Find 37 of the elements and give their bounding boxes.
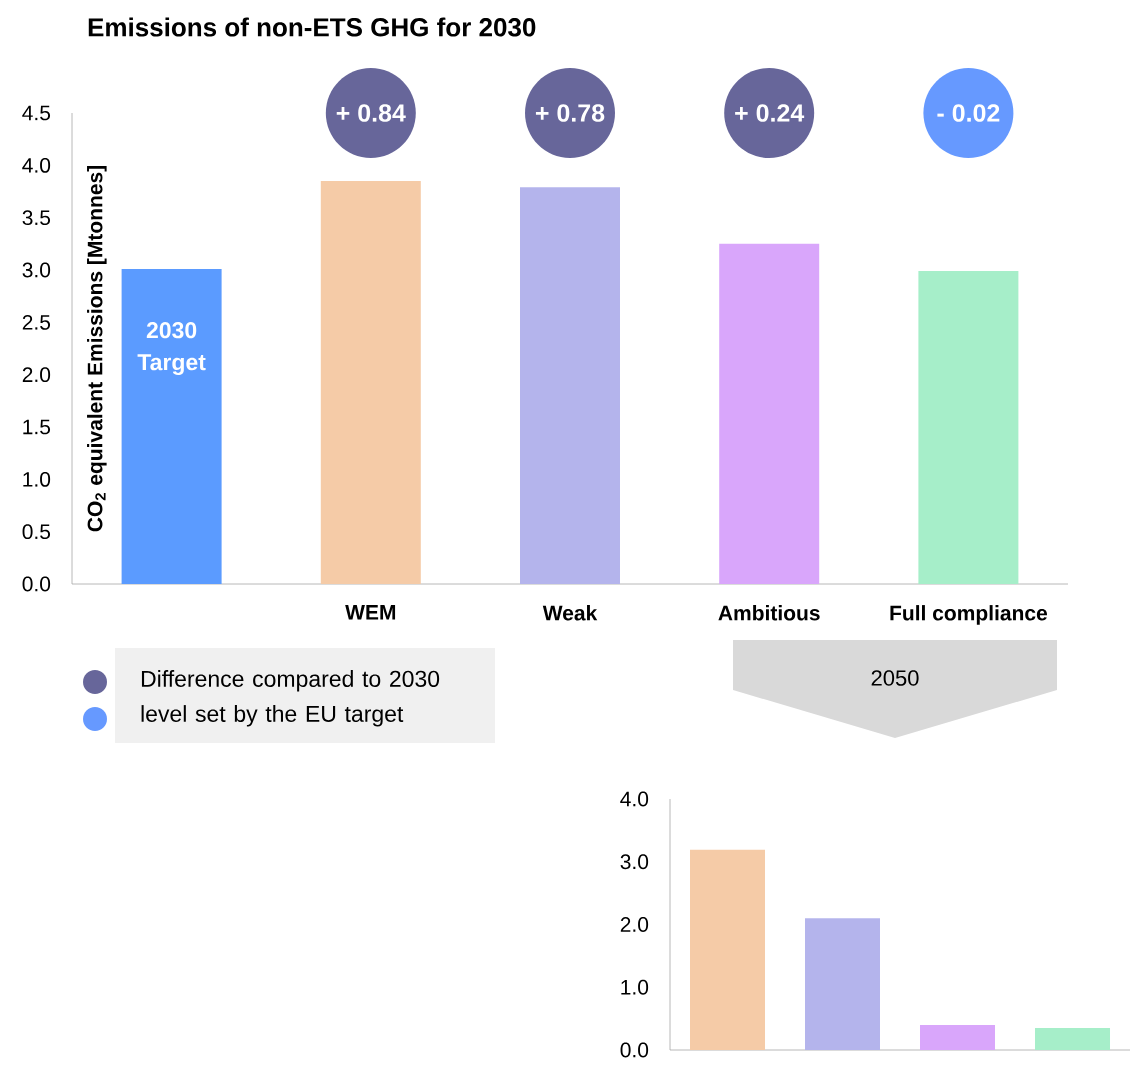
y-tick-label: 1.0	[621, 979, 649, 995]
bar	[1035, 1028, 1111, 1051]
bar	[920, 1024, 996, 1051]
y-tick-label: 3.5	[22, 210, 51, 226]
bar	[918, 271, 1019, 585]
annotation: + 0.24	[735, 104, 805, 122]
y-tick-label: 1.0	[23, 471, 51, 487]
y-tick-label: 4.5	[22, 105, 51, 121]
y-tick-label: 4.0	[22, 157, 51, 173]
y-tick-label: 3.0	[620, 854, 649, 870]
annotation: - 0.02	[937, 104, 1000, 122]
text: Difference compared to 2030 level set by the EU target	[141, 670, 440, 727]
bar	[320, 181, 421, 585]
y-axis-title: CO$_{2}$ equivalent Emissions [Mtonnes]	[87, 166, 107, 532]
y-tick-label: 0.0	[620, 1042, 649, 1058]
y-tick-label: 0.0	[22, 576, 51, 592]
y-tick-label: 4.0	[620, 791, 649, 807]
bar	[121, 268, 222, 585]
annotation: 2030 Target	[137, 322, 206, 375]
y-tick-label: 1.5	[23, 419, 51, 435]
y-tick-label: 0.5	[22, 524, 51, 540]
bar	[520, 187, 621, 585]
x-tick-label: Weak	[542, 605, 598, 621]
y-tick-label: 2.0	[620, 917, 649, 932]
chart-title: Emissions of non-ETS GHG for 2030	[88, 17, 536, 37]
y-tick-label: 2.5	[22, 314, 51, 330]
bar	[805, 918, 881, 1051]
x-tick-label: WEM	[345, 605, 396, 620]
annotation: + 0.78	[535, 104, 605, 122]
x-tick-label: Ambitious	[718, 605, 820, 621]
x-tick-label: Full compliance	[890, 605, 1048, 625]
annotation: + 0.84	[336, 104, 406, 122]
y-tick-label: 3.0	[22, 262, 51, 278]
chart-title: 2050	[871, 670, 919, 686]
bar	[719, 243, 820, 585]
bar	[690, 849, 766, 1051]
y-tick-label: 2.0	[22, 367, 51, 383]
